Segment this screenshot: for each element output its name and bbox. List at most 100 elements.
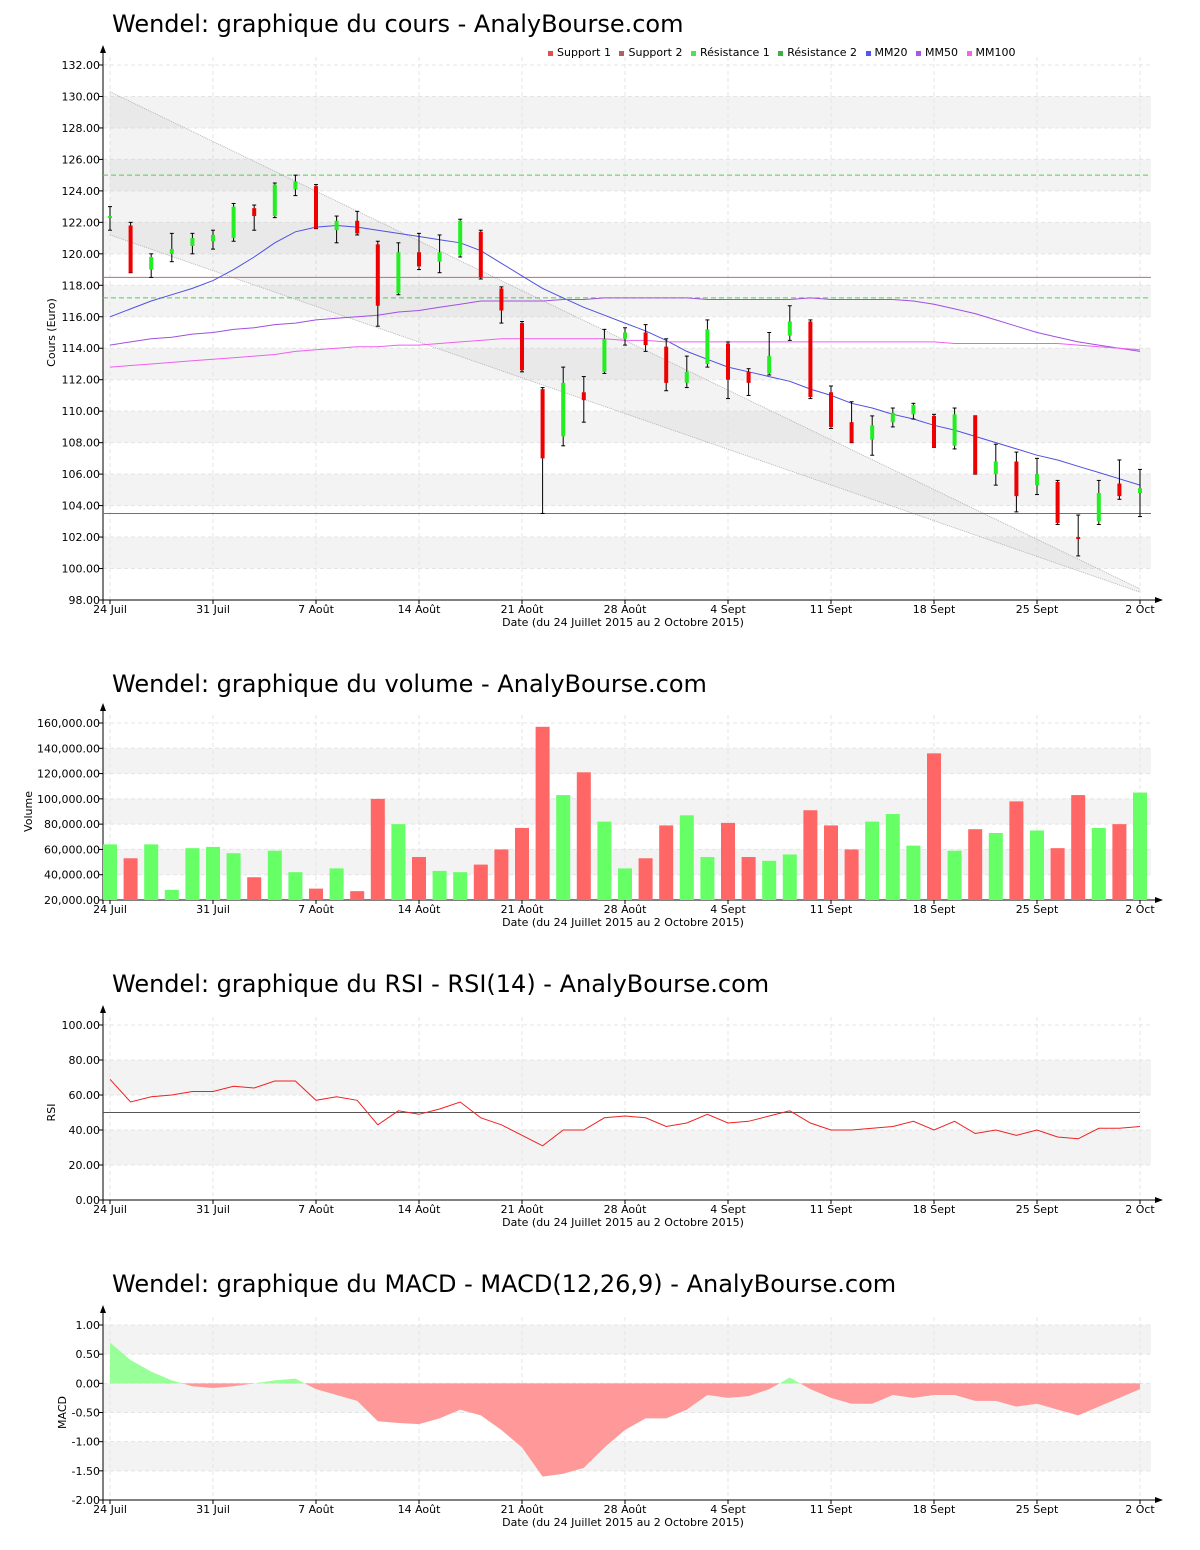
candle-body bbox=[581, 392, 586, 401]
volume-bar bbox=[391, 824, 406, 900]
rsi-chart-title: Wendel: graphique du RSI - RSI(14) - Ana… bbox=[112, 970, 770, 998]
x-axis-label: Date (du 24 Juillet 2015 au 2 Octobre 20… bbox=[502, 1216, 744, 1229]
candle bbox=[746, 368, 751, 396]
x-tick-label: 24 Juil bbox=[93, 603, 127, 616]
candle-body bbox=[746, 371, 751, 383]
x-tick-label: 25 Sept bbox=[1016, 603, 1059, 616]
volume-bar bbox=[885, 814, 900, 900]
y-axis-label: MACD bbox=[56, 1396, 69, 1429]
legend-label: MM100 bbox=[975, 46, 1016, 59]
plot-background bbox=[103, 57, 1151, 601]
volume-bar bbox=[988, 832, 1003, 900]
y-tick-label: 100,000.00 bbox=[37, 793, 100, 806]
volume-bar bbox=[638, 858, 653, 900]
x-tick-label: 11 Sept bbox=[810, 1203, 853, 1216]
volume-bar bbox=[927, 753, 941, 900]
candle-body bbox=[355, 220, 360, 234]
candle-body bbox=[767, 356, 772, 374]
grid-band bbox=[103, 96, 1151, 128]
candle-body bbox=[375, 244, 380, 306]
volume-bar bbox=[453, 872, 468, 900]
candle-body bbox=[128, 225, 133, 273]
x-tick-label: 25 Sept bbox=[1016, 903, 1059, 916]
candle-body bbox=[849, 422, 854, 443]
candle bbox=[932, 413, 936, 448]
volume-bar bbox=[1091, 827, 1106, 900]
candle-body bbox=[684, 371, 689, 383]
candle bbox=[211, 229, 215, 250]
candle bbox=[396, 242, 401, 296]
candle bbox=[1055, 479, 1060, 525]
x-tick-label: 14 Août bbox=[398, 1203, 442, 1216]
legend-label: Support 1 bbox=[557, 46, 611, 59]
volume-bar bbox=[247, 877, 262, 900]
candle-body bbox=[726, 343, 730, 380]
candle-body bbox=[478, 231, 483, 278]
y-tick-label: 110.00 bbox=[62, 405, 101, 418]
x-tick-label: 24 Juil bbox=[93, 903, 127, 916]
volume-bar bbox=[432, 870, 447, 900]
y-tick-label: 120,000.00 bbox=[37, 768, 100, 781]
volume-bar bbox=[618, 868, 632, 900]
x-tick-label: 18 Sept bbox=[913, 603, 956, 616]
candle-body bbox=[499, 288, 504, 311]
y-tick-label: 80,000.00 bbox=[44, 818, 100, 831]
y-axis-arrow bbox=[100, 703, 106, 711]
x-tick-label: 18 Sept bbox=[913, 903, 956, 916]
candle-body bbox=[787, 321, 792, 336]
candle-body bbox=[932, 415, 936, 448]
x-tick-label: 24 Juil bbox=[93, 1503, 127, 1516]
x-tick-label: 2 Oct bbox=[1125, 1503, 1155, 1516]
x-tick-label: 18 Sept bbox=[913, 1503, 956, 1516]
volume-bar bbox=[865, 821, 880, 900]
y-tick-label: 132.00 bbox=[62, 59, 101, 72]
candle bbox=[952, 407, 957, 450]
y-tick-label: 40,000.00 bbox=[44, 869, 100, 882]
candle-body bbox=[911, 404, 916, 415]
candle bbox=[437, 234, 442, 274]
volume-bar bbox=[185, 848, 200, 900]
price-panel: Wendel: graphique du cours - AnalyBourse… bbox=[0, 0, 1200, 640]
y-axis-arrow bbox=[100, 45, 106, 53]
x-axis-arrow bbox=[1155, 897, 1163, 903]
candle-body bbox=[458, 220, 463, 256]
volume-chart-title: Wendel: graphique du volume - AnalyBours… bbox=[112, 670, 707, 698]
rsi-line bbox=[109, 1078, 1141, 1147]
volume-bar bbox=[164, 889, 179, 900]
candle bbox=[520, 320, 524, 373]
volume-bar bbox=[1112, 824, 1127, 900]
candle bbox=[870, 415, 875, 456]
legend-swatch bbox=[916, 50, 922, 56]
x-axis-label: Date (du 24 Juillet 2015 au 2 Octobre 20… bbox=[502, 916, 744, 929]
x-tick-label: 21 Août bbox=[501, 1203, 545, 1216]
x-axis-label: Date (du 24 Juillet 2015 au 2 Octobre 20… bbox=[502, 1516, 744, 1529]
legend-item-mm100: MM100 bbox=[966, 46, 1016, 59]
candle-body bbox=[808, 321, 813, 398]
candle-body bbox=[1055, 481, 1060, 523]
channel-upper-line bbox=[109, 91, 1141, 590]
legend-label: Résistance 2 bbox=[787, 46, 858, 59]
y-tick-label: 118.00 bbox=[62, 279, 101, 292]
volume-bar bbox=[226, 853, 241, 900]
x-tick-label: 14 Août bbox=[398, 1503, 442, 1516]
candle bbox=[808, 319, 813, 400]
volume-bar bbox=[1050, 848, 1065, 900]
candle-body bbox=[973, 415, 978, 475]
candle-body bbox=[252, 208, 257, 217]
legend-swatch bbox=[778, 50, 784, 56]
candle-body bbox=[190, 238, 195, 246]
candle-body bbox=[211, 234, 215, 242]
grid-band bbox=[103, 1441, 1151, 1471]
x-axis-arrow bbox=[1155, 597, 1163, 603]
candle bbox=[499, 286, 504, 324]
legend-label: MM20 bbox=[874, 46, 908, 59]
candle-body bbox=[993, 461, 998, 475]
volume-bar bbox=[762, 860, 777, 900]
y-tick-label: 160,000.00 bbox=[37, 717, 100, 730]
candle bbox=[561, 366, 566, 447]
candle-body bbox=[623, 332, 627, 339]
y-tick-label: 40.00 bbox=[69, 1124, 101, 1137]
x-tick-label: 31 Juil bbox=[196, 603, 230, 616]
y-tick-label: 124.00 bbox=[62, 185, 101, 198]
candle bbox=[190, 232, 195, 255]
